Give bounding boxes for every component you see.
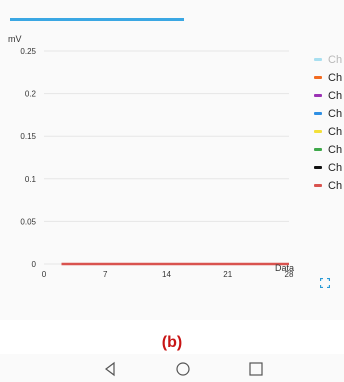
android-nav-bar — [0, 354, 344, 382]
recents-icon[interactable] — [248, 361, 264, 377]
legend-swatch — [314, 165, 322, 169]
legend-swatch — [314, 93, 322, 97]
x-tick-labels: 0 7 14 21 28 — [42, 270, 294, 279]
x-tick-label: 21 — [223, 270, 232, 279]
y-axis-unit: mV — [8, 34, 22, 44]
legend-label: Ch — [328, 144, 343, 156]
x-axis-title: Data — [275, 263, 294, 273]
y-tick-labels: 0 0.05 0.1 0.15 0.2 0.25 — [20, 47, 36, 269]
legend-item-5[interactable]: Ch — [314, 126, 342, 138]
legend-item-8[interactable]: Ch — [314, 180, 342, 192]
grid-lines — [44, 50, 289, 265]
legend-label: Ch — [328, 126, 343, 138]
progress-fill — [10, 18, 184, 21]
legend-label: Ch — [328, 72, 343, 84]
legend-swatch — [314, 183, 322, 187]
fullscreen-icon[interactable] — [320, 278, 330, 288]
legend-item-3[interactable]: Ch — [314, 90, 342, 102]
y-tick-label: 0.05 — [20, 217, 36, 226]
top-progress-bar — [10, 18, 332, 21]
y-tick-label: 0.1 — [25, 175, 37, 184]
legend-item-1[interactable]: Ch — [314, 54, 342, 66]
y-tick-label: 0 — [32, 260, 37, 269]
app-screen: mV 0 0.05 0.1 0.15 0.2 0.25 0 7 14 21 28 Data Ch C… — [8, 18, 343, 288]
y-tick-label: 0.25 — [20, 47, 36, 56]
legend-swatch — [314, 129, 322, 133]
legend-label: Ch — [328, 54, 343, 66]
legend-item-2[interactable]: Ch — [314, 72, 342, 84]
y-tick-label: 0.2 — [25, 90, 37, 99]
line-chart: mV 0 0.05 0.1 0.15 0.2 0.25 0 7 14 21 28 Data — [8, 34, 294, 279]
x-tick-label: 28 — [285, 270, 294, 279]
legend-swatch — [314, 147, 322, 151]
y-tick-label: 0.15 — [20, 132, 36, 141]
home-icon[interactable] — [175, 361, 191, 377]
figure-caption: (b) — [161, 334, 183, 351]
legend-swatch — [314, 75, 322, 79]
legend-item-4[interactable]: Ch — [314, 108, 342, 120]
legend-swatch — [314, 111, 322, 115]
legend-label: Ch — [328, 90, 343, 102]
x-tick-label: 0 — [42, 270, 47, 279]
legend-item-6[interactable]: Ch — [314, 144, 342, 156]
legend-label: Ch — [328, 108, 343, 120]
legend-swatch — [314, 57, 322, 61]
x-tick-label: 7 — [103, 270, 108, 279]
legend-item-7[interactable]: Ch — [314, 162, 342, 174]
legend-label: Ch — [328, 180, 343, 192]
legend-label: Ch — [328, 162, 343, 174]
back-icon[interactable] — [102, 361, 118, 377]
x-tick-label: 14 — [162, 270, 171, 279]
